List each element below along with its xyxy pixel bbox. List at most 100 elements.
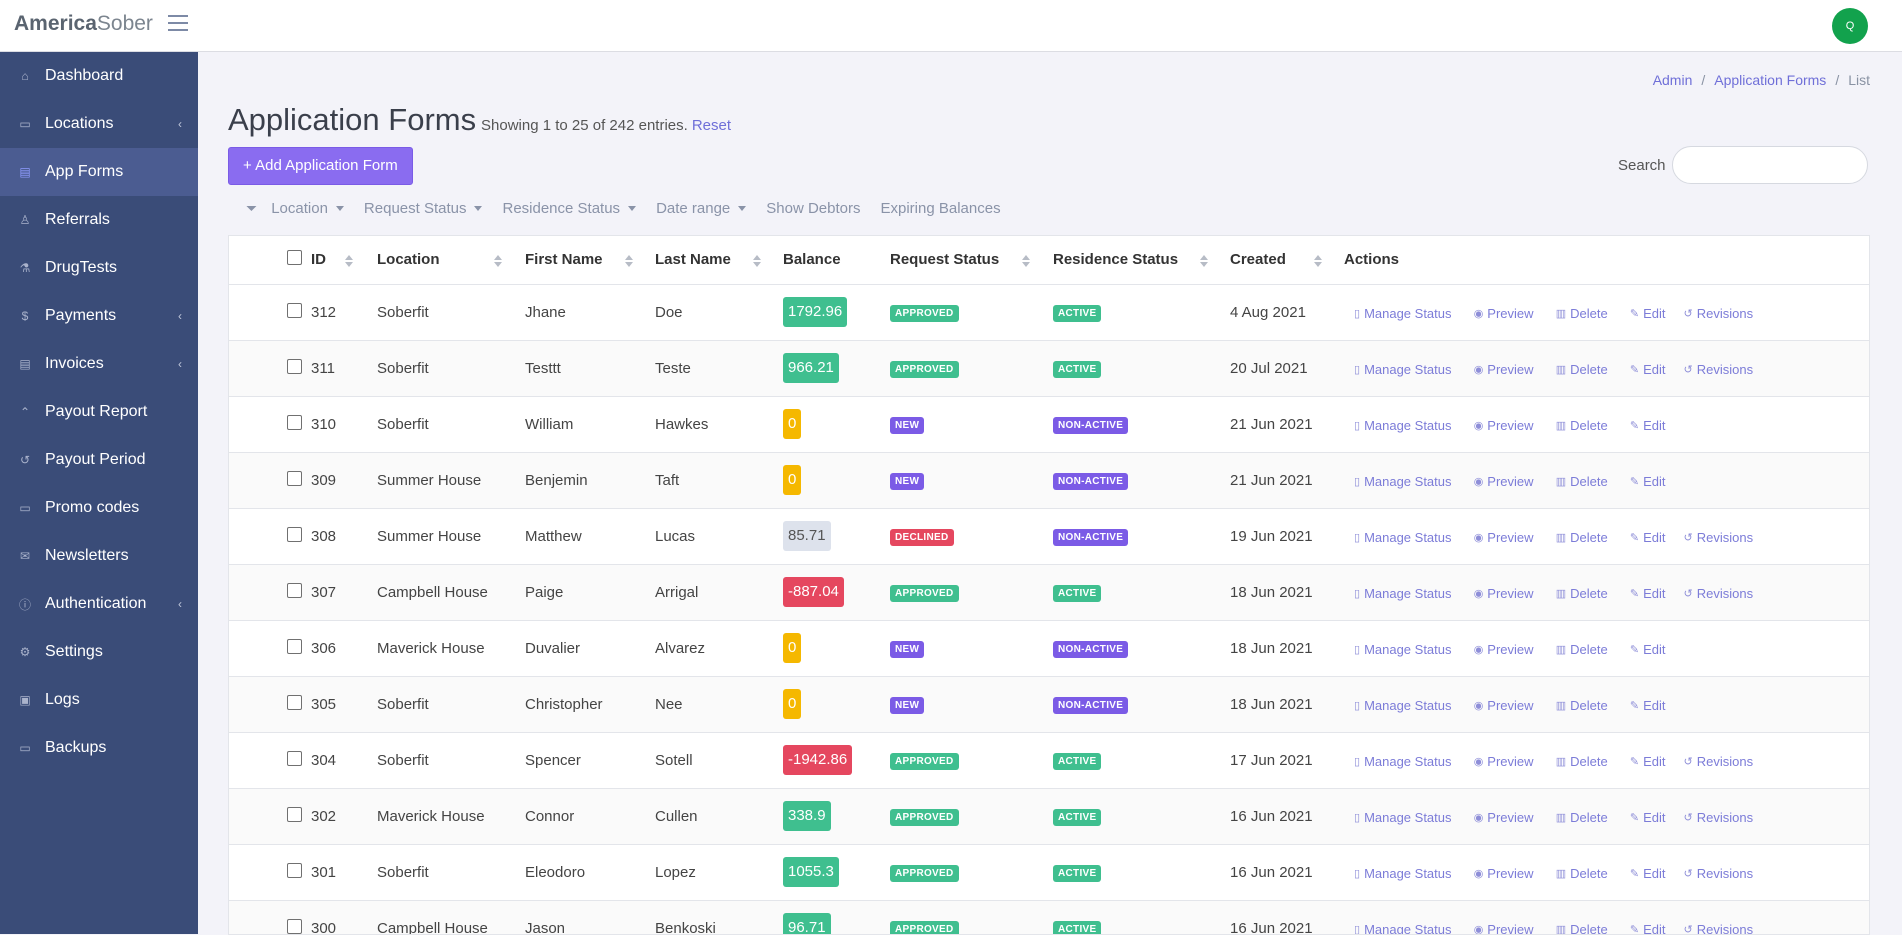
delete-link[interactable]: ▥Delete <box>1556 698 1608 713</box>
preview-link[interactable]: ◉Preview <box>1474 530 1534 545</box>
row-checkbox[interactable] <box>287 303 302 318</box>
revisions-link[interactable]: ↺Revisions <box>1684 810 1754 825</box>
preview-link[interactable]: ◉Preview <box>1474 306 1534 321</box>
sidebar-item-newsletters[interactable]: ✉Newsletters <box>0 532 198 580</box>
row-checkbox[interactable] <box>287 751 302 766</box>
edit-link[interactable]: ✎Edit <box>1630 922 1666 935</box>
edit-link[interactable]: ✎Edit <box>1630 530 1666 545</box>
row-checkbox[interactable] <box>287 639 302 654</box>
delete-link[interactable]: ▥Delete <box>1556 530 1608 545</box>
sidebar-item-logs[interactable]: ▣Logs <box>0 676 198 724</box>
delete-link[interactable]: ▥Delete <box>1556 642 1608 657</box>
filter-expiring-balances[interactable]: Expiring Balances <box>881 200 1001 217</box>
row-checkbox[interactable] <box>287 359 302 374</box>
delete-link[interactable]: ▥Delete <box>1556 586 1608 601</box>
sort-icon[interactable] <box>753 255 761 267</box>
filter-date-range[interactable]: Date range <box>656 200 746 217</box>
preview-link[interactable]: ◉Preview <box>1474 474 1534 489</box>
filter-show-debtors[interactable]: Show Debtors <box>766 200 860 217</box>
sort-icon[interactable] <box>345 255 353 267</box>
sort-icon[interactable] <box>625 255 633 267</box>
preview-link[interactable]: ◉Preview <box>1474 586 1534 601</box>
row-checkbox[interactable] <box>287 471 302 486</box>
preview-link[interactable]: ◉Preview <box>1474 418 1534 433</box>
breadcrumb-application-forms[interactable]: Application Forms <box>1714 72 1826 88</box>
manage-status-link[interactable]: ▯Manage Status <box>1354 810 1452 825</box>
edit-link[interactable]: ✎Edit <box>1630 418 1666 433</box>
preview-link[interactable]: ◉Preview <box>1474 698 1534 713</box>
edit-link[interactable]: ✎Edit <box>1630 362 1666 377</box>
filter-request-status[interactable]: Request Status <box>364 200 483 217</box>
sort-icon[interactable] <box>1022 255 1030 267</box>
filter-residence-status[interactable]: Residence Status <box>502 200 636 217</box>
hamburger-menu-icon[interactable] <box>168 15 188 32</box>
breadcrumb-admin[interactable]: Admin <box>1653 72 1693 88</box>
filter-location[interactable]: Location <box>271 200 344 217</box>
revisions-link[interactable]: ↺Revisions <box>1684 586 1754 601</box>
row-checkbox[interactable] <box>287 695 302 710</box>
sidebar-item-referrals[interactable]: ♙Referrals <box>0 196 198 244</box>
edit-link[interactable]: ✎Edit <box>1630 586 1666 601</box>
revisions-link[interactable]: ↺Revisions <box>1684 362 1754 377</box>
manage-status-link[interactable]: ▯Manage Status <box>1354 474 1452 489</box>
row-checkbox[interactable] <box>287 583 302 598</box>
delete-link[interactable]: ▥Delete <box>1556 306 1608 321</box>
preview-link[interactable]: ◉Preview <box>1474 922 1534 935</box>
revisions-link[interactable]: ↺Revisions <box>1684 306 1754 321</box>
add-application-form-button[interactable]: + Add Application Form <box>228 147 413 185</box>
sidebar-item-settings[interactable]: ⚙Settings <box>0 628 198 676</box>
delete-link[interactable]: ▥Delete <box>1556 922 1608 935</box>
manage-status-link[interactable]: ▯Manage Status <box>1354 754 1452 769</box>
sidebar-item-app-forms[interactable]: ▤App Forms <box>0 148 198 196</box>
sidebar-item-payout-period[interactable]: ↺Payout Period <box>0 436 198 484</box>
row-checkbox[interactable] <box>287 415 302 430</box>
manage-status-link[interactable]: ▯Manage Status <box>1354 530 1452 545</box>
preview-link[interactable]: ◉Preview <box>1474 642 1534 657</box>
delete-link[interactable]: ▥Delete <box>1556 418 1608 433</box>
row-checkbox[interactable] <box>287 863 302 878</box>
revisions-link[interactable]: ↺Revisions <box>1684 922 1754 935</box>
manage-status-link[interactable]: ▯Manage Status <box>1354 418 1452 433</box>
user-avatar[interactable]: Q <box>1832 8 1868 44</box>
manage-status-link[interactable]: ▯Manage Status <box>1354 922 1452 935</box>
edit-link[interactable]: ✎Edit <box>1630 474 1666 489</box>
edit-link[interactable]: ✎Edit <box>1630 810 1666 825</box>
edit-link[interactable]: ✎Edit <box>1630 754 1666 769</box>
column-header-created[interactable]: Created <box>1230 236 1344 284</box>
column-header-id[interactable]: ID <box>311 236 377 284</box>
preview-link[interactable]: ◉Preview <box>1474 754 1534 769</box>
edit-link[interactable]: ✎Edit <box>1630 306 1666 321</box>
preview-link[interactable]: ◉Preview <box>1474 866 1534 881</box>
sidebar-item-payout-report[interactable]: ⌃Payout Report <box>0 388 198 436</box>
delete-link[interactable]: ▥Delete <box>1556 810 1608 825</box>
revisions-link[interactable]: ↺Revisions <box>1684 530 1754 545</box>
delete-link[interactable]: ▥Delete <box>1556 362 1608 377</box>
sidebar-item-invoices[interactable]: ▤Invoices‹ <box>0 340 198 388</box>
manage-status-link[interactable]: ▯Manage Status <box>1354 866 1452 881</box>
manage-status-link[interactable]: ▯Manage Status <box>1354 698 1452 713</box>
search-input[interactable] <box>1672 146 1868 184</box>
column-header-location[interactable]: Location <box>377 236 525 284</box>
revisions-link[interactable]: ↺Revisions <box>1684 754 1754 769</box>
select-all-checkbox[interactable] <box>287 250 302 265</box>
revisions-link[interactable]: ↺Revisions <box>1684 866 1754 881</box>
preview-link[interactable]: ◉Preview <box>1474 362 1534 377</box>
delete-link[interactable]: ▥Delete <box>1556 866 1608 881</box>
column-header-residence-status[interactable]: Residence Status <box>1053 236 1230 284</box>
column-header-request-status[interactable]: Request Status <box>890 236 1053 284</box>
manage-status-link[interactable]: ▯Manage Status <box>1354 642 1452 657</box>
manage-status-link[interactable]: ▯Manage Status <box>1354 586 1452 601</box>
column-header-first-name[interactable]: First Name <box>525 236 655 284</box>
sort-icon[interactable] <box>1200 255 1208 267</box>
row-checkbox[interactable] <box>287 919 302 934</box>
delete-link[interactable]: ▥Delete <box>1556 754 1608 769</box>
preview-link[interactable]: ◉Preview <box>1474 810 1534 825</box>
manage-status-link[interactable]: ▯Manage Status <box>1354 306 1452 321</box>
reset-link[interactable]: Reset <box>692 117 731 134</box>
sort-icon[interactable] <box>1314 255 1322 267</box>
sidebar-item-backups[interactable]: ▭Backups <box>0 724 198 772</box>
sidebar-item-locations[interactable]: ▭Locations‹ <box>0 100 198 148</box>
row-checkbox[interactable] <box>287 527 302 542</box>
column-header-last-name[interactable]: Last Name <box>655 236 783 284</box>
